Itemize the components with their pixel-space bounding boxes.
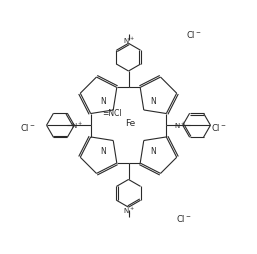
Text: N$^+$: N$^+$ (71, 121, 83, 131)
Text: Cl$^-$: Cl$^-$ (212, 121, 227, 133)
Text: Cl$^-$: Cl$^-$ (186, 28, 202, 40)
Text: N$^+$: N$^+$ (123, 36, 134, 46)
Text: =NCl: =NCl (102, 109, 122, 118)
Text: N$^+$: N$^+$ (123, 205, 134, 216)
Text: N$^+$: N$^+$ (174, 121, 186, 131)
Text: N: N (151, 146, 156, 155)
Text: Cl$^-$: Cl$^-$ (20, 121, 35, 133)
Text: Fe: Fe (125, 119, 135, 128)
Text: Cl$^-$: Cl$^-$ (176, 212, 192, 223)
Text: N: N (101, 97, 106, 105)
Text: N: N (101, 146, 106, 155)
Text: N: N (151, 97, 156, 105)
